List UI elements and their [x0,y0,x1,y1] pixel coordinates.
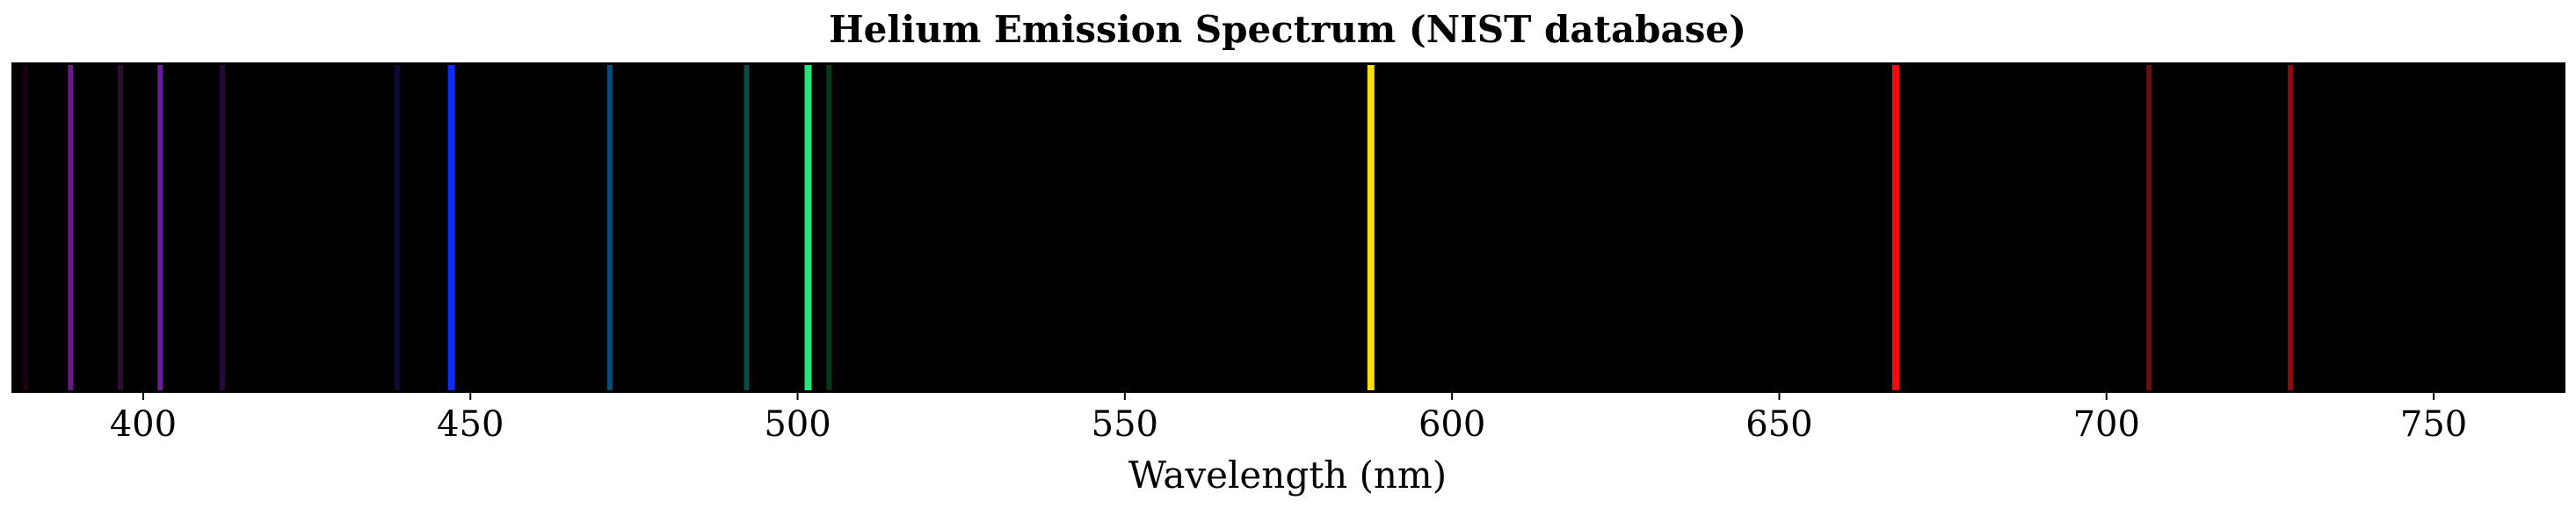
emission-line-0 [22,65,28,390]
x-tick-label-0: 400 [110,404,177,445]
emission-line-5 [394,65,400,390]
x-axis-label: Wavelength (nm) [1128,454,1447,497]
x-tick-label-3: 550 [1092,404,1158,445]
emission-line-8 [744,65,750,390]
x-tick-label-6: 700 [2073,404,2140,445]
emission-line-10 [826,65,832,390]
emission-line-2 [117,65,123,390]
emission-line-6 [447,65,455,390]
emission-line-13 [2146,65,2152,390]
emission-line-11 [1367,65,1375,390]
x-tick-label-4: 600 [1419,404,1485,445]
emission-lines [22,65,2293,390]
emission-line-9 [804,65,812,390]
emission-line-3 [157,65,163,390]
x-tick-label-5: 650 [1745,404,1812,445]
x-tick-label-7: 750 [2400,404,2467,445]
plot-background [11,62,2565,393]
x-axis-ticks: 400 450 500 550 600 650 700 750 [110,392,2467,445]
emission-line-14 [2288,65,2293,390]
x-tick-label-2: 500 [764,404,831,445]
emission-line-4 [220,65,225,390]
emission-line-7 [606,65,613,390]
emission-line-12 [1892,65,1899,390]
chart-title: Helium Emission Spectrum (NIST database) [829,8,1746,51]
emission-line-1 [68,65,74,390]
x-tick-label-1: 450 [437,404,504,445]
